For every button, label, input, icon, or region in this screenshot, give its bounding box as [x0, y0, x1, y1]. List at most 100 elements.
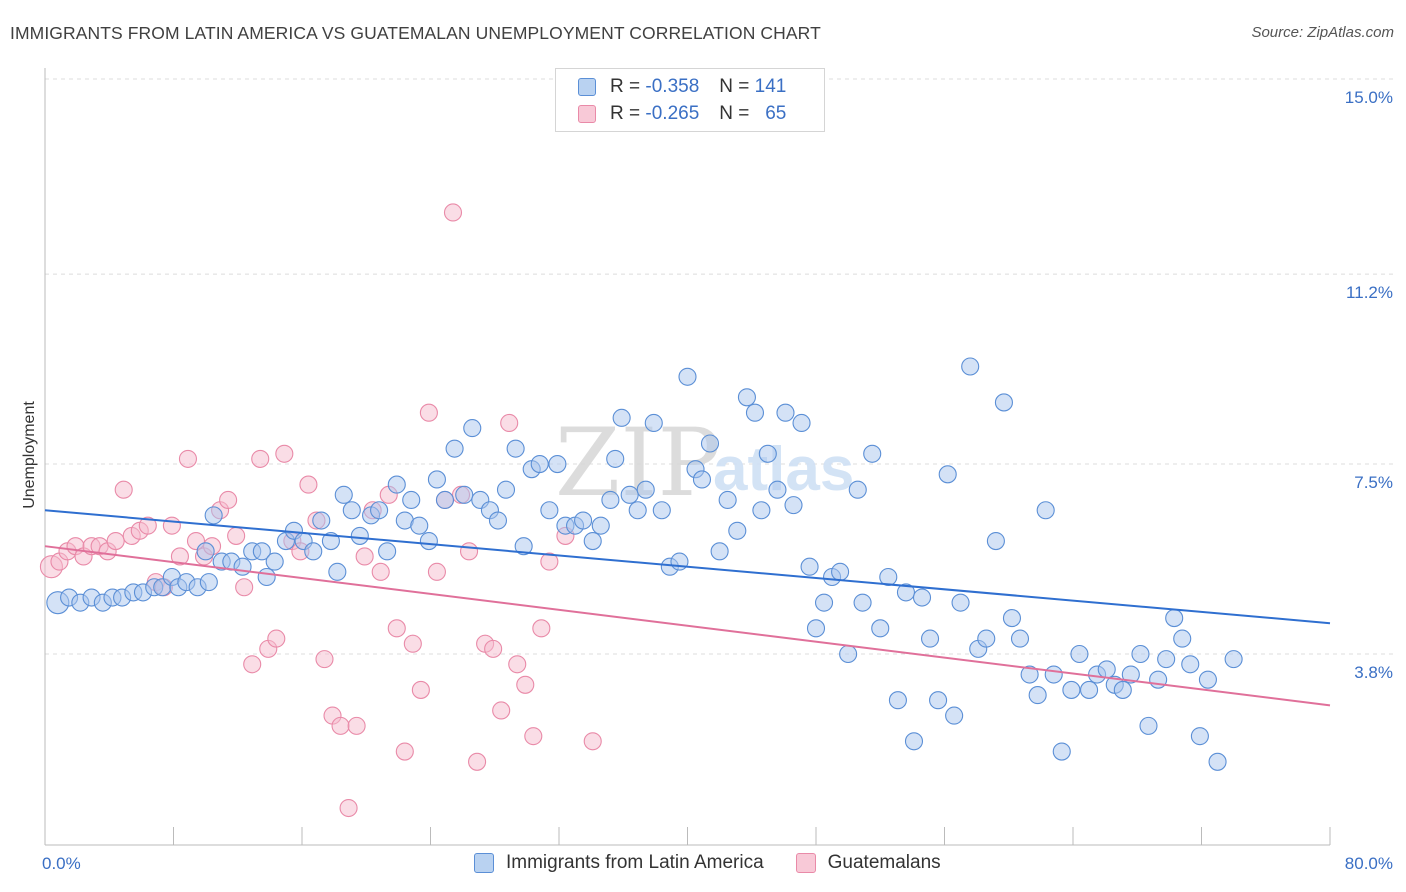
x-tick-label: 80.0%	[1345, 854, 1393, 873]
point-immigrants	[445, 439, 464, 458]
point-immigrants	[583, 532, 602, 551]
point-immigrants	[737, 388, 756, 407]
point-immigrants	[945, 706, 964, 725]
point-immigrants	[455, 485, 474, 504]
point-guatemalans	[583, 732, 602, 751]
series-guatemalans	[39, 203, 602, 818]
point-immigrants	[1157, 650, 1176, 669]
point-guatemalans	[395, 742, 414, 761]
point-immigrants	[265, 552, 284, 571]
point-immigrants	[1190, 727, 1209, 746]
point-immigrants	[1062, 680, 1081, 699]
point-immigrants	[839, 644, 858, 664]
point-guatemalans	[138, 516, 157, 535]
trend-line-guatemalans	[44, 545, 1331, 707]
legend-n-value: 65	[765, 103, 787, 124]
blue-swatch	[578, 78, 596, 96]
point-immigrants	[814, 593, 834, 612]
point-immigrants	[628, 501, 647, 520]
point-immigrants	[601, 490, 620, 510]
y-axis-label: Unemployment	[21, 401, 38, 509]
point-immigrants	[745, 403, 765, 422]
point-guatemalans	[355, 547, 374, 566]
point-immigrants	[612, 408, 631, 427]
point-immigrants	[977, 629, 996, 648]
point-guatemalans	[508, 655, 527, 674]
point-immigrants	[692, 470, 712, 489]
point-immigrants	[1070, 644, 1089, 664]
legend-label: Guatemalans	[827, 852, 941, 873]
series-legend: Immigrants from Latin America Guatemalan…	[474, 852, 973, 874]
point-guatemalans	[114, 480, 133, 499]
point-guatemalans	[419, 403, 438, 422]
y-tick-labels: 3.8% 7.5% 11.2% 15.0%	[1345, 88, 1393, 682]
point-guatemalans	[315, 650, 334, 669]
point-immigrants	[853, 593, 872, 612]
point-immigrants	[328, 562, 347, 581]
point-immigrants	[951, 593, 970, 612]
point-immigrants	[370, 501, 389, 520]
point-immigrants	[718, 490, 737, 510]
point-immigrants	[848, 480, 867, 499]
point-immigrants	[800, 557, 819, 576]
point-immigrants	[257, 567, 276, 587]
point-immigrants	[488, 511, 508, 530]
point-guatemalans	[178, 449, 198, 468]
point-immigrants	[321, 532, 340, 551]
point-immigrants	[1097, 660, 1116, 679]
point-immigrants	[1121, 665, 1140, 684]
point-immigrants	[1198, 670, 1217, 689]
point-immigrants	[1139, 716, 1158, 735]
point-immigrants	[700, 434, 720, 453]
point-immigrants	[806, 619, 826, 638]
point-immigrants	[1010, 629, 1030, 648]
point-guatemalans	[500, 413, 519, 433]
legend-item-guatemalans[interactable]: Guatemalans	[795, 852, 941, 874]
point-immigrants	[896, 583, 916, 602]
point-immigrants	[1181, 655, 1200, 674]
point-guatemalans	[106, 532, 125, 551]
point-immigrants	[496, 480, 516, 499]
point-immigrants	[506, 439, 525, 458]
point-immigrants	[994, 393, 1013, 412]
point-immigrants	[912, 588, 932, 607]
point-guatemalans	[468, 752, 487, 771]
point-immigrants	[758, 444, 777, 463]
pink-swatch	[578, 105, 596, 123]
point-guatemalans	[411, 680, 430, 699]
point-guatemalans	[540, 552, 559, 571]
point-guatemalans	[387, 619, 406, 638]
legend-n-value: 141	[754, 76, 787, 97]
legend-n-label: N =	[719, 76, 750, 97]
legend-row-pink: R = -0.265 N = 65	[578, 102, 786, 126]
point-immigrants	[1020, 665, 1039, 684]
legend-label: Immigrants from Latin America	[506, 852, 764, 873]
y-tick-label: 15.0%	[1345, 88, 1393, 107]
point-immigrants	[514, 537, 533, 556]
point-immigrants	[548, 454, 567, 474]
point-immigrants	[929, 691, 948, 710]
point-immigrants	[252, 542, 271, 561]
point-immigrants	[410, 516, 429, 535]
point-immigrants	[427, 470, 446, 489]
point-immigrants	[1208, 752, 1227, 771]
point-immigrants	[1028, 686, 1047, 705]
point-immigrants	[1224, 650, 1243, 669]
point-immigrants	[1165, 609, 1184, 628]
point-immigrants	[652, 501, 671, 520]
point-guatemalans	[275, 444, 294, 463]
point-immigrants	[1044, 665, 1063, 684]
point-immigrants	[1080, 680, 1099, 699]
point-immigrants	[863, 444, 882, 463]
point-immigrants	[1002, 609, 1022, 628]
point-immigrants	[938, 465, 957, 484]
legend-item-immigrants[interactable]: Immigrants from Latin America	[474, 852, 764, 874]
point-immigrants	[792, 413, 811, 433]
point-immigrants	[904, 732, 924, 751]
point-guatemalans	[484, 639, 503, 658]
chart-title: IMMIGRANTS FROM LATIN AMERICA VS GUATEMA…	[10, 23, 821, 43]
point-immigrants	[1173, 629, 1192, 648]
point-immigrants	[334, 485, 353, 504]
trend-lines	[44, 509, 1331, 707]
